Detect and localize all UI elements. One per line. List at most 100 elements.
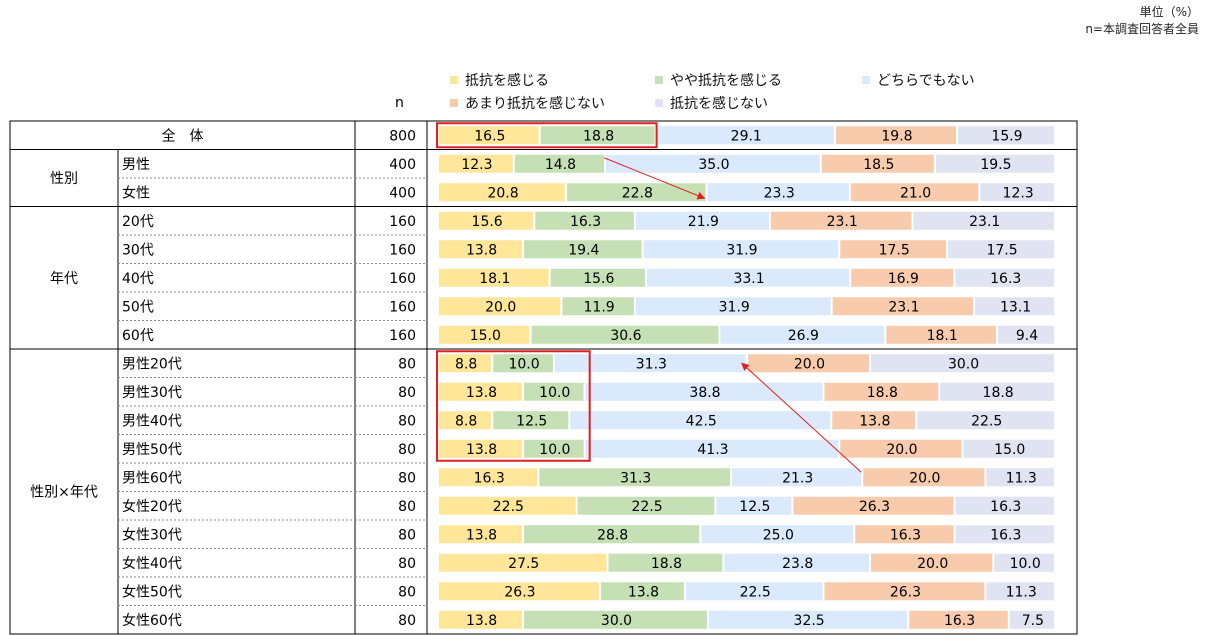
legend-swatch-icon — [450, 76, 458, 84]
bar-segment — [986, 468, 1054, 487]
row-n-value: 80 — [398, 584, 416, 600]
data-label: 23.1 — [969, 214, 1000, 230]
legend-item-series-4: あまり抵抗を感じない — [450, 93, 605, 113]
data-label: 10.0 — [539, 442, 570, 458]
bar-segment — [540, 126, 655, 145]
legend-item-series-3: どちらでもない — [862, 70, 975, 90]
arrow-male60s-to-male20s — [741, 362, 862, 473]
bar-segment — [643, 240, 839, 259]
row-n-value: 400 — [389, 185, 416, 201]
data-label: 10.0 — [508, 356, 539, 372]
bar-segment — [539, 468, 731, 487]
data-label: 9.4 — [1016, 328, 1038, 344]
bar-segment — [570, 411, 831, 430]
bar-segment — [439, 211, 534, 230]
bar-segment — [439, 325, 530, 344]
data-label: 18.8 — [867, 385, 898, 401]
legend-label: どちらでもない — [877, 73, 975, 89]
data-label: 23.1 — [888, 299, 919, 315]
row-n-value: 80 — [398, 527, 416, 543]
bar-segment — [608, 553, 723, 572]
data-label: 21.0 — [900, 185, 931, 201]
row-label: 男性30代 — [122, 385, 182, 401]
group-label: 性別 — [50, 171, 78, 187]
bar-segment — [935, 154, 1054, 173]
bar-segment — [562, 297, 634, 316]
bar-segment — [871, 354, 1054, 373]
bar-segment — [554, 354, 746, 373]
row-n-value: 160 — [389, 271, 416, 287]
bar-segment — [514, 154, 605, 173]
bar-segment — [975, 297, 1054, 316]
data-label: 42.5 — [686, 413, 717, 429]
bar-segment — [523, 382, 584, 401]
data-label: 41.3 — [697, 442, 728, 458]
legend-item-series-5: 抵抗を感じない — [655, 93, 768, 113]
row-label: 女性20代 — [122, 498, 182, 515]
data-label: 17.5 — [986, 242, 1017, 258]
row-n-value: 400 — [389, 157, 416, 173]
bar-segment — [863, 468, 985, 487]
bar-segment — [913, 211, 1054, 230]
bar-segment — [832, 297, 974, 316]
bar-segment — [439, 240, 523, 259]
row-label: 男性60代 — [122, 470, 182, 486]
data-label: 33.1 — [733, 271, 764, 287]
group-label: 全 体 — [162, 127, 204, 144]
legend-item-series-2: やや抵抗を感じる — [655, 70, 782, 90]
data-label: 23.1 — [827, 214, 858, 230]
bar-segment — [656, 126, 834, 145]
data-label: 16.3 — [990, 271, 1021, 287]
data-label: 18.8 — [983, 385, 1014, 401]
bar-segment — [998, 325, 1054, 344]
bar-segment — [493, 354, 553, 373]
bar-segment — [909, 610, 1008, 629]
data-label: 26.3 — [504, 584, 535, 600]
data-label: 20.0 — [485, 299, 516, 315]
bar-segment — [917, 411, 1054, 430]
legend-item-series-1: 抵抗を感じる — [450, 70, 549, 90]
bar-segment — [980, 183, 1054, 202]
data-label: 15.9 — [991, 128, 1022, 144]
bar-segment — [824, 582, 985, 601]
data-label: 21.3 — [782, 470, 813, 486]
data-label: 15.6 — [472, 214, 503, 230]
bar-segment — [523, 525, 700, 544]
bar-segment — [439, 154, 513, 173]
data-label: 22.5 — [740, 584, 771, 600]
data-label: 13.1 — [1000, 299, 1031, 315]
bar-segment — [439, 297, 561, 316]
data-label: 11.9 — [584, 299, 615, 315]
row-n-value: 80 — [398, 413, 416, 429]
data-label: 22.5 — [631, 499, 662, 515]
row-label: 男性20代 — [122, 356, 182, 372]
data-label: 22.8 — [622, 185, 653, 201]
bar-segment — [940, 382, 1054, 401]
data-label: 15.0 — [994, 442, 1025, 458]
highlight-box-overall — [436, 122, 658, 149]
row-n-value: 80 — [398, 556, 416, 572]
data-label: 31.3 — [636, 356, 667, 372]
data-label: 10.0 — [1010, 556, 1041, 572]
row-label: 女性 — [122, 184, 150, 201]
data-label: 12.3 — [461, 157, 492, 173]
bar-segment — [840, 240, 947, 259]
bar-segment — [600, 582, 684, 601]
row-n-value: 80 — [398, 613, 416, 629]
data-label: 19.5 — [980, 157, 1011, 173]
bar-segment — [850, 183, 979, 202]
data-label: 19.8 — [881, 128, 912, 144]
data-label: 17.5 — [879, 242, 910, 258]
bar-segment — [716, 496, 792, 515]
data-label: 22.5 — [971, 413, 1002, 429]
data-label: 31.9 — [719, 299, 750, 315]
bar-segment — [708, 610, 908, 629]
bar-segment — [524, 610, 707, 629]
data-label: 35.0 — [698, 157, 729, 173]
data-label: 13.8 — [466, 242, 497, 258]
data-label: 14.8 — [545, 157, 576, 173]
data-label: 15.6 — [583, 271, 614, 287]
row-label: 60代 — [122, 328, 154, 344]
bar-segment — [585, 439, 839, 458]
